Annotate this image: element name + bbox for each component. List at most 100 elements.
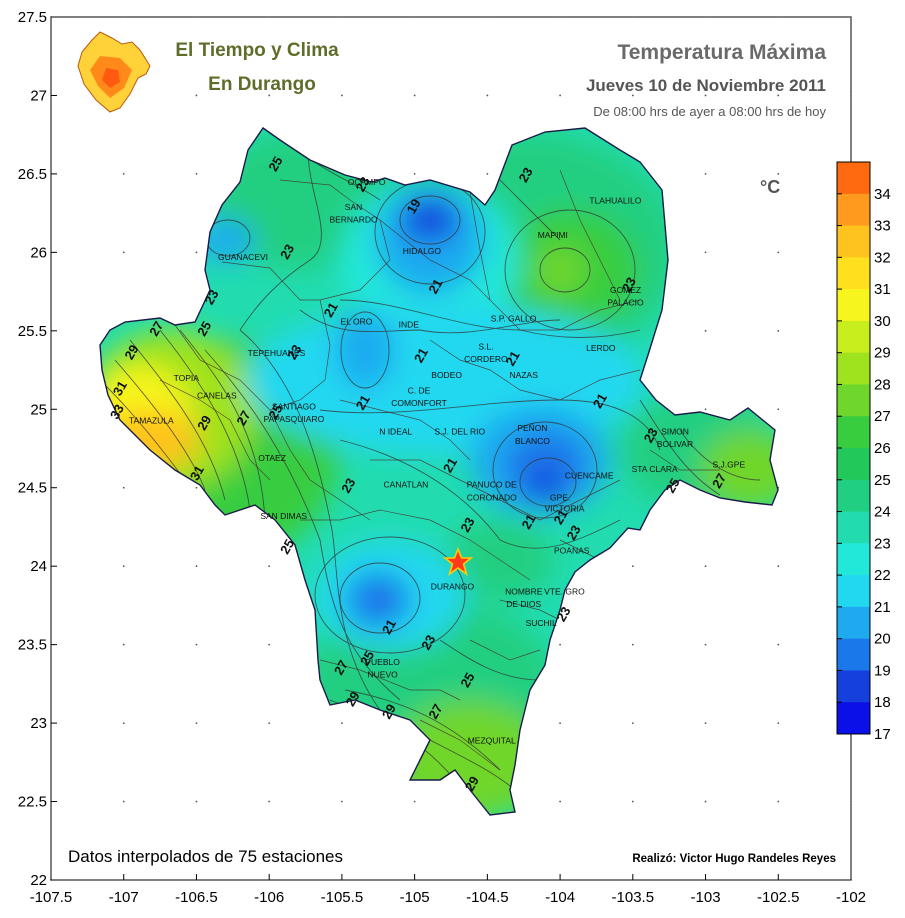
grid-dot — [341, 722, 343, 724]
municipality-label: VTE. GRO — [544, 586, 585, 596]
municipality-label: BLANCO — [515, 436, 550, 446]
colorbar-label: 27 — [874, 408, 891, 425]
grid-dot — [631, 722, 634, 724]
grid-dot — [122, 722, 125, 724]
municipality-label: CORDERO — [464, 354, 508, 364]
grid-dot — [777, 565, 780, 568]
municipality-label: NAZAS — [510, 370, 539, 380]
colorbar-label: 21 — [874, 599, 891, 616]
isotherm-label: 27 — [233, 408, 253, 428]
isotherm-label: 25 — [265, 154, 285, 174]
colorbar-label: 33 — [874, 218, 891, 235]
isotherm-label: 31 — [187, 463, 207, 483]
colorbar-label: 23 — [874, 535, 891, 552]
isotherm-label: 29 — [121, 342, 141, 362]
grid-dot — [268, 722, 271, 724]
grid-dot — [413, 16, 416, 18]
isotherm-label: 29 — [342, 689, 362, 709]
isotherm-label: 21 — [590, 391, 610, 411]
y-tick-label: 26.5 — [18, 166, 47, 183]
grid-dot — [268, 800, 271, 803]
x-tick-label: -102 — [836, 889, 866, 906]
colorbar-swatch — [837, 702, 870, 735]
grid-dot — [704, 329, 707, 332]
isotherm-label: 25 — [277, 537, 297, 557]
grid-dot — [631, 565, 634, 568]
x-axis-ticks: -107.5 -107 -106.5 -106 -105.5 -105 -104.5 -104… — [30, 874, 866, 906]
grid-dot — [341, 16, 343, 18]
grid-dot — [777, 16, 780, 18]
grid-dot — [704, 16, 707, 18]
grid-dot — [413, 94, 416, 97]
grid-dot — [777, 643, 780, 646]
municipality-label: PUEBLO — [365, 657, 400, 667]
municipality-label: DURANGO — [431, 582, 475, 592]
colorbar-swatch — [837, 225, 870, 258]
grid-dot — [704, 173, 707, 175]
grid-dot — [850, 800, 852, 803]
grid-dot — [195, 251, 198, 254]
isotherm-label: 23 — [457, 515, 477, 535]
municipality-label: HIDALGO — [403, 246, 442, 256]
grid-dot — [631, 16, 634, 18]
grid-dot — [559, 16, 561, 18]
colorbar-swatch — [837, 511, 870, 544]
colorbar-label: 26 — [874, 440, 891, 457]
municipality-label: C. DE — [408, 386, 431, 396]
colorbar-label: 25 — [874, 472, 891, 489]
grid-dot — [195, 173, 198, 175]
isotherm-label: 25 — [265, 402, 285, 422]
colorbar-label: 19 — [874, 662, 891, 679]
municipality-label: S.J. DEL RIO — [434, 426, 485, 436]
municipality-label: N IDEAL — [379, 426, 412, 436]
isotherm-label: 21 — [502, 348, 522, 368]
unit-label: °C — [760, 177, 780, 197]
grid-dot — [631, 94, 634, 97]
grid-dot — [486, 94, 489, 97]
isotherm-label: 23 — [284, 342, 304, 362]
isotherm-label: 21 — [518, 512, 538, 532]
grid-dot — [341, 800, 343, 803]
municipality-label: LERDO — [586, 343, 616, 353]
grid-dot — [268, 94, 271, 97]
colorbar: 34 33 32 31 30 29 28 27 26 25 24 23 22 21 20 19 18 17 — [836, 161, 891, 743]
municipality-label: CANELAS — [197, 390, 237, 400]
grid-dot — [704, 722, 707, 724]
municipality-label: GUANACEVI — [218, 252, 268, 262]
x-tick-label: -105 — [400, 889, 430, 906]
colorbar-label: 18 — [874, 694, 891, 711]
municipality-label: NUEVO — [368, 670, 399, 680]
colorbar-label: 32 — [874, 249, 891, 266]
colorbar-label: 29 — [874, 345, 891, 362]
municipality-label: CANATLAN — [384, 480, 429, 490]
municipality-label: PALACIO — [607, 298, 644, 308]
grid-dot — [850, 16, 852, 18]
grid-dot — [850, 94, 852, 97]
municipality-label: BOLIVAR — [657, 439, 693, 449]
isotherm-label: 21 — [411, 345, 431, 365]
municipality-label: SAN DIMAS — [260, 511, 307, 521]
municipality-label: POANAS — [554, 546, 590, 556]
grid-dot — [122, 486, 125, 489]
municipality-label: EL ORO — [341, 317, 373, 327]
y-tick-label: 27.5 — [18, 9, 47, 26]
isotherm-label: 27 — [146, 319, 166, 339]
map-period: De 08:00 hrs de ayer a 08:00 hrs de hoy — [593, 104, 826, 119]
x-tick-label: -105.5 — [321, 889, 364, 906]
grid-dot — [704, 251, 707, 254]
grid-dot — [777, 329, 780, 332]
grid-dot — [704, 408, 707, 411]
colorbar-swatch — [837, 384, 870, 417]
isotherm-label: 31 — [110, 378, 130, 398]
municipality-label: COMONFORT — [391, 398, 447, 408]
grid-dot — [195, 486, 198, 489]
municipality-label: TOPIA — [174, 373, 200, 383]
isotherm-label: 33 — [107, 402, 127, 422]
x-tick-label: -107.5 — [30, 889, 73, 906]
grid-dot — [195, 565, 198, 568]
isotherm-label: 29 — [194, 413, 214, 433]
grid-dot — [413, 173, 416, 175]
isotherm-label: 29 — [379, 701, 399, 721]
grid-dot — [268, 16, 271, 18]
